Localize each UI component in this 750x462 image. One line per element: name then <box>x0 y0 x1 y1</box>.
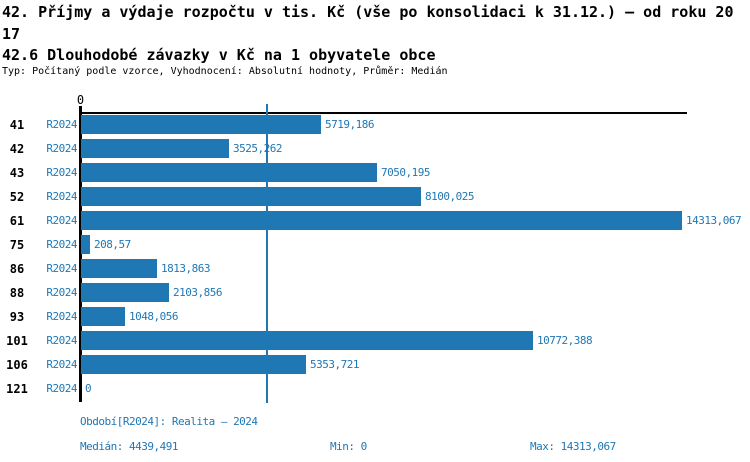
bar-value-label: 3525,262 <box>233 142 282 155</box>
footer-max-text: Max: 14313,067 <box>530 440 616 453</box>
bar-row: 121 R2024 0 <box>0 377 750 401</box>
row-series-label: R2024 <box>46 214 77 227</box>
bar-row: 88 R2024 2103,856 <box>0 281 750 305</box>
page-title-line-2: 17 <box>2 25 21 43</box>
row-series-label: R2024 <box>46 310 77 323</box>
bar-value-label: 5353,721 <box>310 358 359 371</box>
bar <box>81 211 682 230</box>
row-category-label: 88 <box>9 286 25 300</box>
bar-value-label: 7050,195 <box>381 166 430 179</box>
row-series-label: R2024 <box>46 166 77 179</box>
row-category-label: 42 <box>9 142 25 156</box>
row-series-label: R2024 <box>46 358 77 371</box>
bar <box>81 235 90 254</box>
row-series-label: R2024 <box>46 262 77 275</box>
median-line <box>266 104 268 403</box>
bar-value-label: 14313,067 <box>686 214 742 227</box>
row-category-label: 93 <box>9 310 25 324</box>
bar <box>81 187 421 206</box>
bar-value-label: 8100,025 <box>425 190 474 203</box>
bar-row: 61 R2024 14313,067 <box>0 209 750 233</box>
bar <box>81 115 321 134</box>
row-category-label: 61 <box>9 214 25 228</box>
page-title-line-1: 42. Příjmy a výdaje rozpočtu v tis. Kč (… <box>2 3 734 21</box>
bar-row: 106 R2024 5353,721 <box>0 353 750 377</box>
x-axis-tick-zero-label: 0 <box>76 93 85 107</box>
row-series-label: R2024 <box>46 142 77 155</box>
chart-meta: Typ: Počítaný podle vzorce, Vyhodnocení:… <box>2 66 448 77</box>
bar-row: 52 R2024 8100,025 <box>0 185 750 209</box>
row-series-label: R2024 <box>46 118 77 131</box>
y-axis-line <box>79 106 82 402</box>
row-category-label: 41 <box>9 118 25 132</box>
bar <box>81 259 157 278</box>
bar <box>81 331 533 350</box>
bar-row: 101 R2024 10772,388 <box>0 329 750 353</box>
bar-value-label: 10772,388 <box>537 334 593 347</box>
row-category-label: 121 <box>6 382 28 396</box>
row-series-label: R2024 <box>46 190 77 203</box>
row-category-label: 86 <box>9 262 25 276</box>
row-series-label: R2024 <box>46 382 77 395</box>
row-category-label: 43 <box>9 166 25 180</box>
bar-row: 75 R2024 208,57 <box>0 233 750 257</box>
row-category-label: 52 <box>9 190 25 204</box>
row-category-label: 106 <box>6 358 28 372</box>
bar-value-label: 0 <box>85 382 92 395</box>
bar-row: 42 R2024 3525,262 <box>0 137 750 161</box>
footer-median-text: Medián: 4439,491 <box>80 440 178 453</box>
bar-value-label: 2103,856 <box>173 286 222 299</box>
bar-row: 43 R2024 7050,195 <box>0 161 750 185</box>
row-series-label: R2024 <box>46 334 77 347</box>
row-category-label: 101 <box>6 334 28 348</box>
bar <box>81 163 377 182</box>
x-axis-line <box>80 112 687 114</box>
row-series-label: R2024 <box>46 238 77 251</box>
bar-value-label: 208,57 <box>94 238 131 251</box>
row-series-label: R2024 <box>46 286 77 299</box>
footer-min-text: Min: 0 <box>330 440 367 453</box>
footer-period-text: Období[R2024]: Realita – 2024 <box>80 415 258 428</box>
bar <box>81 307 125 326</box>
row-category-label: 75 <box>9 238 25 252</box>
bar <box>81 139 229 158</box>
bar-value-label: 1048,056 <box>129 310 178 323</box>
bar-value-label: 5719,186 <box>325 118 374 131</box>
bar-row: 41 R2024 5719,186 <box>0 113 750 137</box>
chart-subtitle: 42.6 Dlouhodobé závazky v Kč na 1 obyvat… <box>2 46 436 64</box>
bar-row: 93 R2024 1048,056 <box>0 305 750 329</box>
bar-row: 86 R2024 1813,863 <box>0 257 750 281</box>
bar-value-label: 1813,863 <box>161 262 210 275</box>
bar <box>81 283 169 302</box>
bar <box>81 355 306 374</box>
